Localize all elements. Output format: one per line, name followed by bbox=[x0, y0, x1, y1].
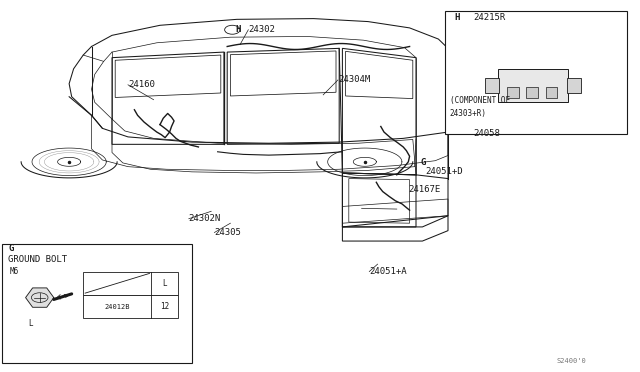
Text: GROUND BOLT: GROUND BOLT bbox=[8, 255, 67, 264]
Text: S2400'0: S2400'0 bbox=[557, 358, 586, 364]
Text: L: L bbox=[28, 319, 33, 328]
Text: 24302: 24302 bbox=[248, 25, 275, 34]
Bar bbox=[567, 78, 581, 93]
Text: M6: M6 bbox=[10, 267, 19, 276]
Bar bbox=[526, 87, 538, 98]
Text: G: G bbox=[420, 158, 426, 167]
Bar bbox=[545, 87, 557, 98]
Text: H: H bbox=[236, 25, 241, 34]
Bar bbox=[485, 78, 499, 93]
Text: 24160: 24160 bbox=[128, 80, 155, 89]
Text: 12: 12 bbox=[160, 302, 170, 311]
Bar bbox=[2, 244, 192, 363]
Text: L: L bbox=[163, 279, 167, 288]
Text: 24215R: 24215R bbox=[474, 13, 506, 22]
Text: 24305: 24305 bbox=[214, 228, 241, 237]
Text: H: H bbox=[454, 13, 460, 22]
Text: 24051+D: 24051+D bbox=[426, 167, 463, 176]
Text: G: G bbox=[8, 244, 13, 253]
Bar bbox=[445, 11, 627, 134]
Bar bbox=[507, 87, 518, 98]
Text: 24304M: 24304M bbox=[338, 76, 370, 84]
Bar bbox=[83, 272, 178, 295]
Text: 24051+A: 24051+A bbox=[369, 267, 407, 276]
Text: (COMPONENT OF: (COMPONENT OF bbox=[450, 96, 510, 105]
Text: 24303+R): 24303+R) bbox=[450, 109, 487, 118]
Text: 24012B: 24012B bbox=[104, 304, 130, 310]
Polygon shape bbox=[26, 288, 54, 307]
Bar bbox=[83, 295, 178, 318]
Bar bbox=[497, 69, 568, 102]
Text: 24302N: 24302N bbox=[189, 214, 221, 223]
Text: 24167E: 24167E bbox=[408, 185, 440, 194]
Text: 24058: 24058 bbox=[474, 129, 500, 138]
